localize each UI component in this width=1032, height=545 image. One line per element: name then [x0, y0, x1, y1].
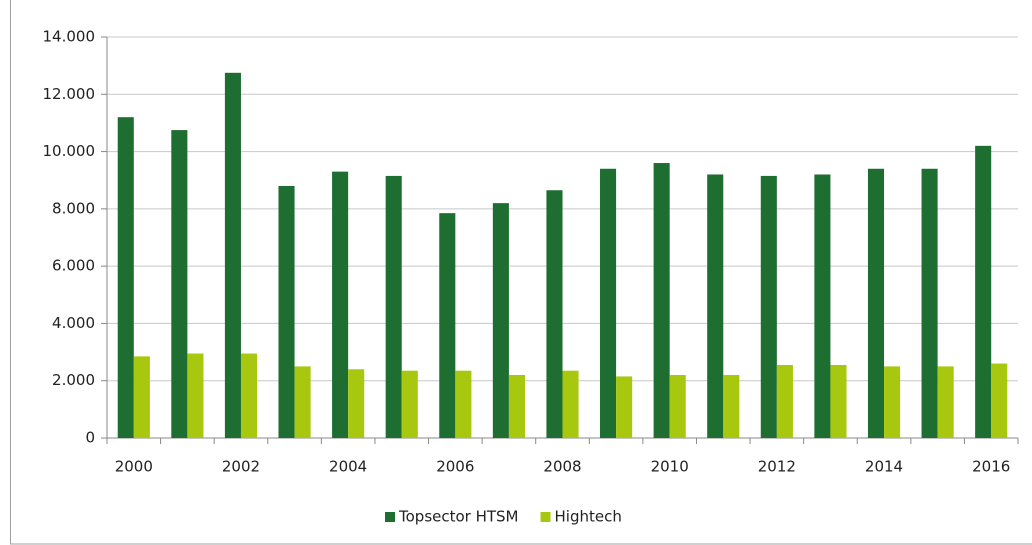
bar — [508, 374, 525, 438]
bar — [171, 130, 188, 438]
bar — [385, 175, 402, 439]
bar — [455, 370, 472, 438]
legend-swatch — [540, 512, 551, 522]
bar — [723, 374, 740, 438]
legend-swatch — [385, 512, 395, 522]
bar — [439, 213, 456, 438]
y-tick-label: 12.000 — [43, 85, 96, 103]
bar — [562, 370, 579, 438]
x-tick-label: 2012 — [758, 458, 796, 476]
bar — [760, 175, 777, 439]
legend-label: Hightech — [555, 508, 622, 526]
bar — [975, 145, 992, 439]
bar — [117, 117, 134, 438]
bar — [616, 376, 633, 438]
bar — [991, 363, 1008, 438]
bar — [814, 174, 831, 438]
bar — [937, 366, 954, 438]
bar — [921, 168, 938, 438]
x-tick-label: 2008 — [543, 458, 581, 476]
y-tick-label: 10.000 — [43, 142, 96, 160]
x-tick-label: 2010 — [651, 458, 689, 476]
x-tick-label: 2000 — [115, 458, 153, 476]
y-tick-label: 6.000 — [52, 257, 95, 275]
y-tick-label: 2.000 — [52, 371, 95, 389]
bar — [707, 174, 724, 438]
chart-border — [10, 0, 1032, 545]
bar — [278, 185, 295, 438]
y-tick-label: 14.000 — [43, 28, 96, 46]
y-tick-label: 8.000 — [52, 199, 95, 217]
bar — [600, 168, 617, 438]
bar — [133, 356, 150, 438]
bar — [348, 369, 365, 438]
bar — [224, 72, 241, 438]
bar — [546, 190, 563, 438]
x-tick-label: 2006 — [436, 458, 474, 476]
bar — [669, 374, 686, 438]
x-tick-label: 2014 — [865, 458, 903, 476]
bar — [867, 168, 885, 438]
x-tick-label: 2016 — [972, 458, 1010, 476]
x-tick-label: 2002 — [222, 458, 260, 476]
x-tick-label: 2004 — [329, 458, 367, 476]
bar — [776, 364, 793, 438]
y-tick-label: 4.000 — [52, 314, 95, 332]
legend-label: Topsector HTSM — [398, 508, 519, 526]
bar — [492, 203, 509, 438]
bar — [240, 353, 258, 438]
bar — [187, 353, 204, 438]
bar — [884, 366, 901, 438]
bar — [294, 366, 311, 438]
bar — [401, 370, 418, 438]
bar — [332, 171, 349, 438]
bar — [653, 163, 670, 438]
y-tick-label: 0 — [85, 429, 95, 447]
bar — [830, 364, 847, 438]
